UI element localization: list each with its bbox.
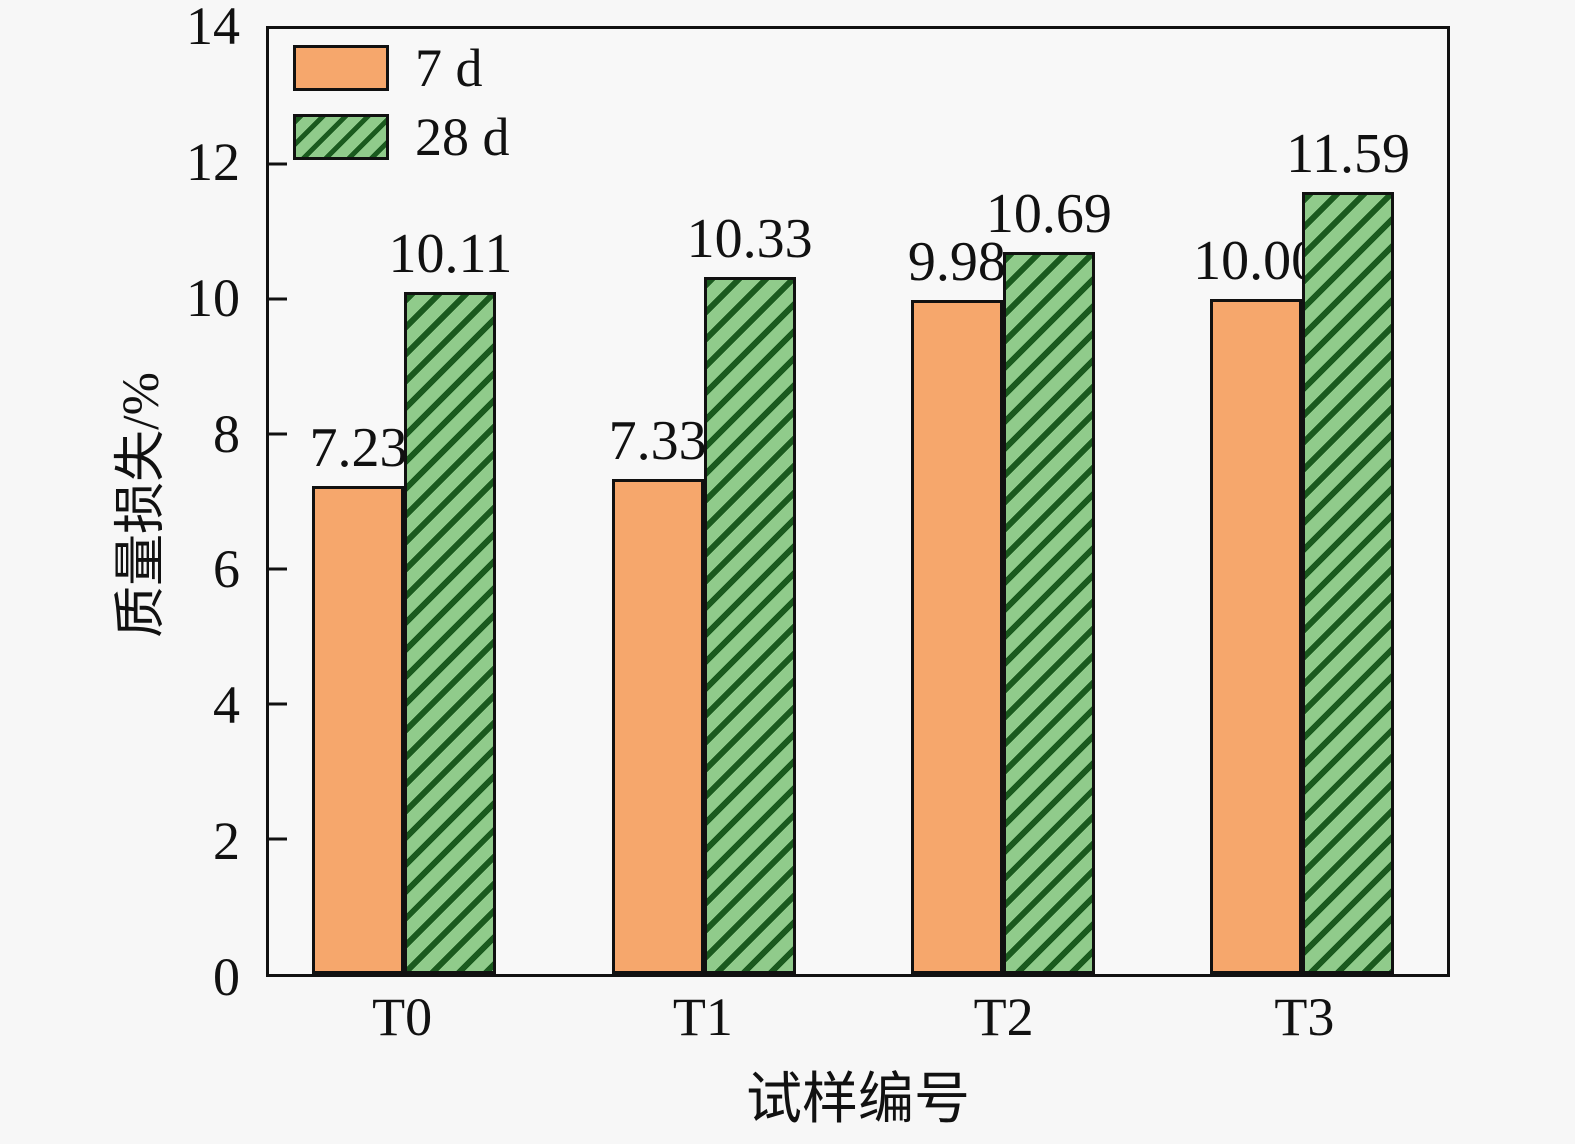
ytick-mark-6 <box>269 567 287 571</box>
bar-7d-T2 <box>910 300 1003 974</box>
bar-28d-T1 <box>703 276 796 974</box>
ytick-label-12: 12 <box>186 131 240 192</box>
legend-swatch-28d-icon <box>293 114 389 160</box>
value-label-28d-T2: 10.69 <box>985 183 1112 246</box>
bar-28d-T3 <box>1302 191 1395 974</box>
x-tick-labels: T0 T1 T2 T3 <box>266 990 1450 1054</box>
y-tick-labels: 0 2 4 6 8 10 12 14 <box>0 0 240 1004</box>
xtick-label-T2: T2 <box>973 987 1034 1047</box>
bars-layer: 7.23 10.11 7.33 10.33 9.98 10.69 10.00 11.59 <box>269 29 1447 974</box>
ytick-label-10: 10 <box>186 267 240 328</box>
xtick-label-T0: T0 <box>372 987 433 1047</box>
bar-7d-T3 <box>1210 299 1303 974</box>
ytick-mark-8 <box>269 432 287 436</box>
ytick-label-2: 2 <box>213 811 240 872</box>
ytick-label-8: 8 <box>213 403 240 464</box>
legend-swatch-7d-icon <box>293 45 389 91</box>
xtick-label-T3: T3 <box>1274 987 1335 1047</box>
bar-28d-T2 <box>1002 252 1095 974</box>
value-label-28d-T0: 10.11 <box>388 222 513 285</box>
value-label-28d-T1: 10.33 <box>686 207 813 270</box>
value-label-7d-T1: 7.33 <box>608 410 707 473</box>
legend: 7 d 28 d <box>293 41 510 164</box>
ytick-label-14: 14 <box>186 0 240 56</box>
ytick-mark-4 <box>269 702 287 706</box>
ytick-label-4: 4 <box>213 675 240 736</box>
legend-item-7d: 7 d <box>293 41 510 95</box>
plot-area: 7.23 10.11 7.33 10.33 9.98 10.69 10.00 11.59 7 … <box>266 26 1450 977</box>
bar-28d-T0 <box>404 291 497 974</box>
value-label-7d-T3: 10.00 <box>1193 230 1320 292</box>
ytick-mark-12 <box>269 162 287 166</box>
legend-label-7d: 7 d <box>415 38 483 98</box>
ytick-mark-10 <box>269 297 287 301</box>
legend-item-28d: 28 d <box>293 110 510 164</box>
xtick-label-T1: T1 <box>672 987 733 1047</box>
bar-7d-T1 <box>611 479 704 974</box>
ytick-label-6: 6 <box>213 539 240 600</box>
value-label-7d-T0: 7.23 <box>309 416 408 479</box>
legend-label-28d: 28 d <box>415 107 510 167</box>
value-label-7d-T2: 9.98 <box>907 231 1006 294</box>
value-label-28d-T3: 11.59 <box>1286 122 1411 185</box>
ytick-mark-2 <box>269 837 287 841</box>
bar-7d-T0 <box>312 485 405 974</box>
ytick-label-0: 0 <box>213 947 240 1007</box>
x-axis-title: 试样编号 <box>746 1069 970 1131</box>
